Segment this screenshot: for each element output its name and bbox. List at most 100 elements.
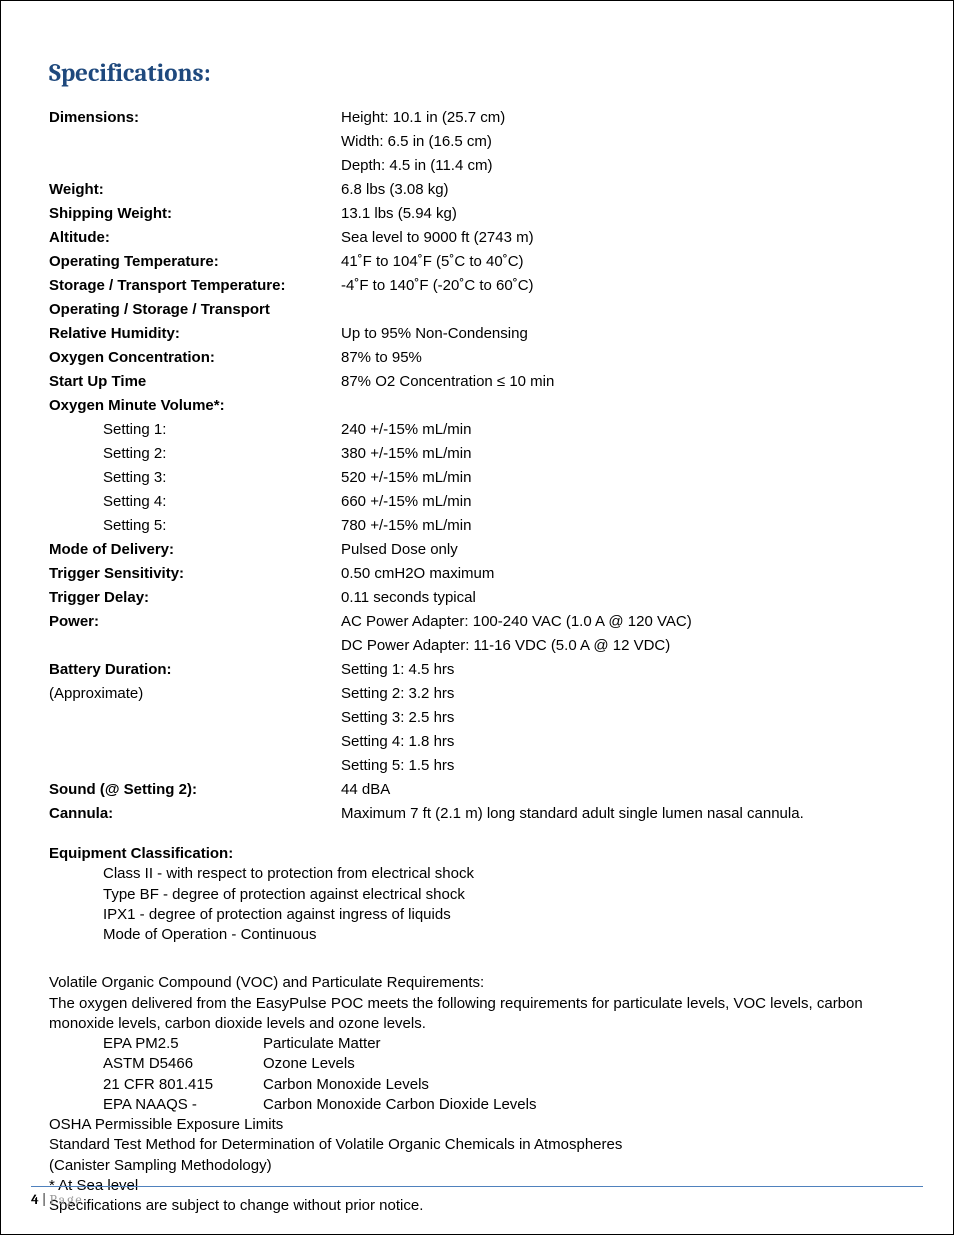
spec-value: AC Power Adapter: 100-240 VAC (1.0 A @ 1… <box>341 610 923 634</box>
voc-tail-line: OSHA Permissible Exposure Limits <box>49 1115 923 1135</box>
spec-label: (Approximate) <box>49 682 341 706</box>
spec-row: Storage / Transport Temperature:-4˚F to … <box>49 274 923 298</box>
spec-label: Oxygen Concentration: <box>49 346 341 370</box>
spec-row: (Approximate)Setting 2: 3.2 hrs <box>49 682 923 706</box>
spec-label: Setting 2: <box>49 442 341 466</box>
spec-label <box>49 130 341 154</box>
spec-value: 13.1 lbs (5.94 kg) <box>341 202 923 226</box>
voc-standard-desc: Ozone Levels <box>263 1054 923 1074</box>
spec-value: Sea level to 9000 ft (2743 m) <box>341 226 923 250</box>
spec-label: Operating Temperature: <box>49 250 341 274</box>
spec-value <box>341 298 923 322</box>
voc-intro-2: The oxygen delivered from the EasyPulse … <box>49 994 923 1035</box>
spec-row: Setting 2:380 +/-15% mL/min <box>49 442 923 466</box>
spec-row: Cannula:Maximum 7 ft (2.1 m) long standa… <box>49 802 923 826</box>
spec-row: Setting 4: 1.8 hrs <box>49 730 923 754</box>
spec-value: 0.50 cmH2O maximum <box>341 562 923 586</box>
voc-standard-row: EPA NAAQS -Carbon Monoxide Carbon Dioxid… <box>49 1095 923 1115</box>
spec-label: Power: <box>49 610 341 634</box>
spec-row: Dimensions:Height: 10.1 in (25.7 cm) <box>49 106 923 130</box>
voc-intro-1: Volatile Organic Compound (VOC) and Part… <box>49 973 923 993</box>
spec-row: Trigger Delay:0.11 seconds typical <box>49 586 923 610</box>
equipment-line: IPX1 - degree of protection against ingr… <box>49 905 923 925</box>
spec-row: Start Up Time87% O2 Concentration ≤ 10 m… <box>49 370 923 394</box>
equipment-line: Mode of Operation - Continuous <box>49 925 923 945</box>
spec-label: Battery Duration: <box>49 658 341 682</box>
spec-label <box>49 634 341 658</box>
spec-label: Storage / Transport Temperature: <box>49 274 341 298</box>
spec-row: Power:AC Power Adapter: 100-240 VAC (1.0… <box>49 610 923 634</box>
voc-standard-code: 21 CFR 801.415 <box>103 1075 263 1095</box>
spec-label: Altitude: <box>49 226 341 250</box>
spec-label: Setting 5: <box>49 514 341 538</box>
spec-label: Trigger Sensitivity: <box>49 562 341 586</box>
voc-standard-code: EPA PM2.5 <box>103 1034 263 1054</box>
spec-value: Setting 2: 3.2 hrs <box>341 682 923 706</box>
page: Specifications: Dimensions:Height: 10.1 … <box>0 0 954 1235</box>
spec-row: Setting 1:240 +/-15% mL/min <box>49 418 923 442</box>
spec-label <box>49 754 341 778</box>
voc-tail-line: (Canister Sampling Methodology) <box>49 1156 923 1176</box>
spec-label: Cannula: <box>49 802 341 826</box>
spec-label: Setting 3: <box>49 466 341 490</box>
spec-label <box>49 730 341 754</box>
spec-label: Mode of Delivery: <box>49 538 341 562</box>
spec-label <box>49 706 341 730</box>
spec-label: Setting 4: <box>49 490 341 514</box>
spec-value: 660 +/-15% mL/min <box>341 490 923 514</box>
spec-label: Shipping Weight: <box>49 202 341 226</box>
spec-label: Weight: <box>49 178 341 202</box>
spec-value: Depth: 4.5 in (11.4 cm) <box>341 154 923 178</box>
voc-standard-code: ASTM D5466 <box>103 1054 263 1074</box>
spec-value: Up to 95% Non-Condensing <box>341 322 923 346</box>
voc-standard-code: EPA NAAQS - <box>103 1095 263 1115</box>
spec-value: 240 +/-15% mL/min <box>341 418 923 442</box>
spec-value: 44 dBA <box>341 778 923 802</box>
voc-standard-row: EPA PM2.5Particulate Matter <box>49 1034 923 1054</box>
spec-value: Width: 6.5 in (16.5 cm) <box>341 130 923 154</box>
spec-value: 87% O2 Concentration ≤ 10 min <box>341 370 923 394</box>
spec-value: Pulsed Dose only <box>341 538 923 562</box>
spec-row: Relative Humidity:Up to 95% Non-Condensi… <box>49 322 923 346</box>
page-number: 4 <box>31 1191 39 1208</box>
page-separator: | <box>39 1191 50 1208</box>
spec-value: 6.8 lbs (3.08 kg) <box>341 178 923 202</box>
spec-value: -4˚F to 140˚F (-20˚C to 60˚C) <box>341 274 923 298</box>
spec-label: Oxygen Minute Volume*: <box>49 394 341 418</box>
page-footer: 4 | Page <box>31 1186 923 1208</box>
spec-value: 41˚F to 104˚F (5˚C to 40˚C) <box>341 250 923 274</box>
spec-label: Setting 1: <box>49 418 341 442</box>
spec-value: Setting 3: 2.5 hrs <box>341 706 923 730</box>
spec-value: Setting 1: 4.5 hrs <box>341 658 923 682</box>
equipment-classification: Equipment Classification: Class II - wit… <box>49 844 923 945</box>
voc-standard-desc: Carbon Monoxide Carbon Dioxide Levels <box>263 1095 923 1115</box>
spec-row: Oxygen Concentration:87% to 95% <box>49 346 923 370</box>
spec-row: Setting 4:660 +/-15% mL/min <box>49 490 923 514</box>
voc-requirements: Volatile Organic Compound (VOC) and Part… <box>49 973 923 1216</box>
equipment-line: Type BF - degree of protection against e… <box>49 885 923 905</box>
voc-standard-row: 21 CFR 801.415Carbon Monoxide Levels <box>49 1075 923 1095</box>
spec-label: Sound (@ Setting 2): <box>49 778 341 802</box>
spec-label: Operating / Storage / Transport <box>49 298 341 322</box>
spec-row: Weight:6.8 lbs (3.08 kg) <box>49 178 923 202</box>
spec-value: 87% to 95% <box>341 346 923 370</box>
spec-row: Width: 6.5 in (16.5 cm) <box>49 130 923 154</box>
equipment-title: Equipment Classification: <box>49 844 923 864</box>
spec-label: Dimensions: <box>49 106 341 130</box>
spec-row: DC Power Adapter: 11-16 VDC (5.0 A @ 12 … <box>49 634 923 658</box>
voc-standard-desc: Carbon Monoxide Levels <box>263 1075 923 1095</box>
spec-row: Altitude:Sea level to 9000 ft (2743 m) <box>49 226 923 250</box>
equipment-line: Class II - with respect to protection fr… <box>49 864 923 884</box>
spec-label: Start Up Time <box>49 370 341 394</box>
spec-value: Height: 10.1 in (25.7 cm) <box>341 106 923 130</box>
spec-label: Trigger Delay: <box>49 586 341 610</box>
spec-row: Setting 5: 1.5 hrs <box>49 754 923 778</box>
spec-row: Trigger Sensitivity:0.50 cmH2O maximum <box>49 562 923 586</box>
spec-row: Depth: 4.5 in (11.4 cm) <box>49 154 923 178</box>
page-word: Page <box>49 1191 83 1208</box>
spec-row: Operating / Storage / Transport <box>49 298 923 322</box>
spec-value: 520 +/-15% mL/min <box>341 466 923 490</box>
spec-row: Setting 5:780 +/-15% mL/min <box>49 514 923 538</box>
spec-value: Maximum 7 ft (2.1 m) long standard adult… <box>341 802 923 826</box>
spec-row: Operating Temperature:41˚F to 104˚F (5˚C… <box>49 250 923 274</box>
